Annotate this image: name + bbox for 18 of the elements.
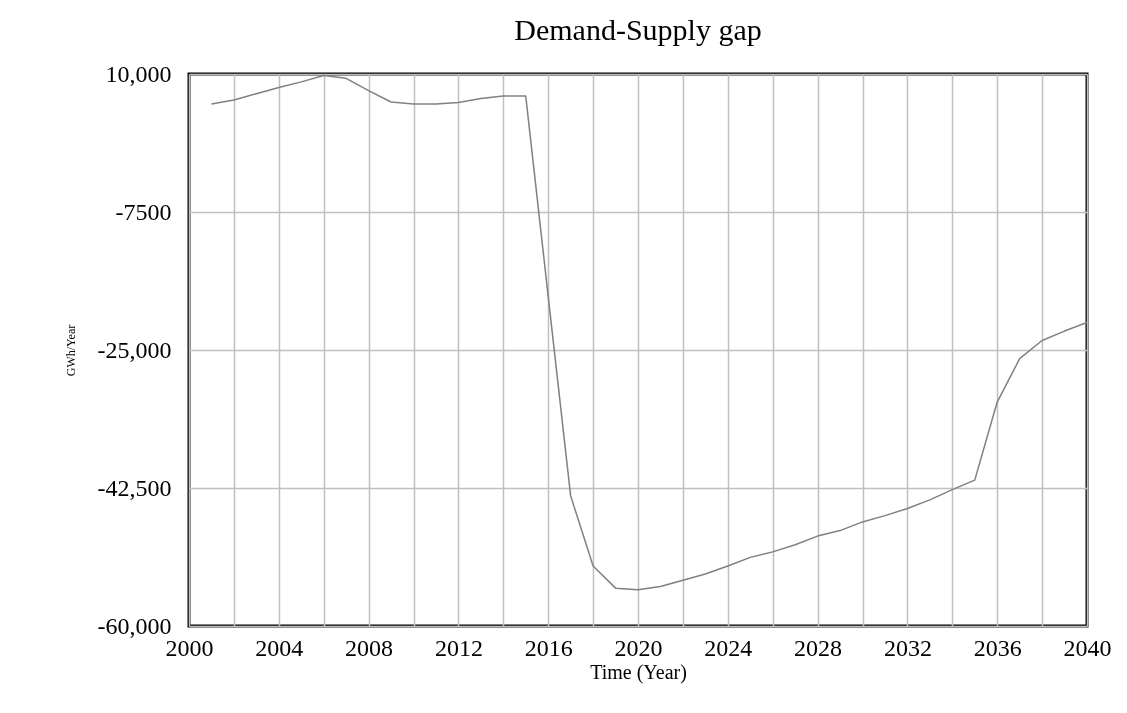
y-tick-label: -25,000 — [97, 336, 172, 363]
x-tick-label: 2004 — [255, 634, 304, 661]
x-axis-title: Time (Year) — [590, 660, 687, 684]
x-tick-label: 2016 — [524, 634, 573, 661]
x-tick-label: 2032 — [883, 634, 932, 661]
x-tick-label: 2024 — [704, 634, 753, 661]
chart-title: Demand-Supply gap — [514, 13, 762, 46]
x-tick-label: 2040 — [1063, 634, 1112, 661]
x-tick-label: 2012 — [434, 634, 483, 661]
y-tick-label: -42,500 — [97, 474, 172, 501]
y-tick-label: -7500 — [115, 198, 172, 225]
x-tick-label: 2028 — [794, 634, 843, 661]
line-series — [210, 74, 1087, 591]
x-tick-label: 2036 — [973, 634, 1022, 661]
y-tick-label: 10,000 — [105, 60, 172, 87]
x-tick-label: 2008 — [345, 634, 394, 661]
y-axis-title: GWh/Year — [63, 324, 78, 377]
x-tick-label: 2020 — [614, 634, 663, 661]
